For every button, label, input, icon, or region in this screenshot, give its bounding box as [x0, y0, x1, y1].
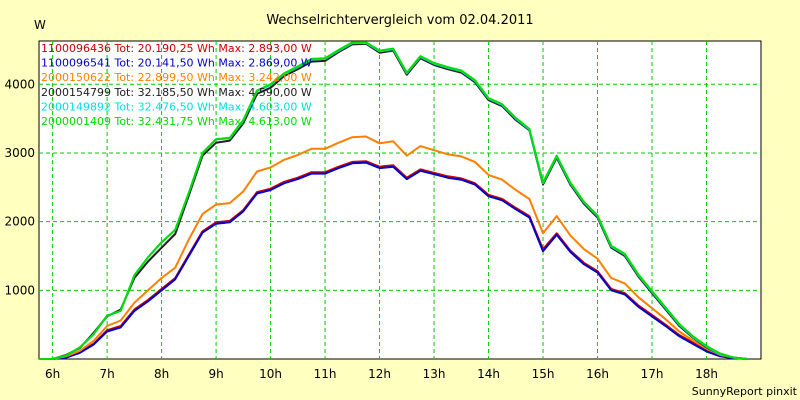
legend: 1100096436 Tot: 20.190,25 Wh Max: 2.893,… [41, 42, 312, 128]
x-tick-label-1: 7h [99, 367, 114, 381]
chart-title: Wechselrichtervergleich vom 02.04.2011 [266, 13, 533, 28]
legend-entry-2000154799: 2000154799 Tot: 32.185,50 Wh Max: 4.590,… [41, 86, 312, 99]
series-line-1100096541 [39, 161, 748, 360]
x-tick-label-5: 11h [314, 367, 337, 381]
series-line-2000150622 [39, 135, 748, 360]
x-tick-label-10: 16h [586, 367, 609, 381]
series-lines [39, 41, 748, 360]
legend-entry-1100096436: 1100096436 Tot: 20.190,25 Wh Max: 2.893,… [41, 42, 312, 55]
x-tick-label-8: 14h [477, 367, 500, 381]
legend-entry-1100096541: 1100096541 Tot: 20.141,50 Wh Max: 2.869,… [41, 57, 312, 70]
x-tick-label-3: 9h [208, 367, 223, 381]
y-tick-label-3: 4000 [4, 77, 35, 91]
x-tick-label-2: 8h [154, 367, 169, 381]
x-tick-label-6: 12h [368, 367, 391, 381]
series-line-2000001409 [39, 41, 748, 360]
y-axis-ticks: 1000 2000 3000 4000 [4, 77, 35, 297]
footer-credit: SunnyReport pinxit [692, 385, 798, 398]
x-tick-label-11: 17h [641, 367, 664, 381]
y-tick-label-2: 3000 [4, 146, 35, 160]
legend-entry-2000150622: 2000150622 Tot: 22.899,50 Wh Max: 3.242,… [41, 71, 312, 84]
y-tick-label-1: 2000 [4, 215, 35, 229]
legend-entry-2000149892: 2000149892 Tot: 32.476,50 Wh Max: 4.603,… [41, 100, 312, 113]
x-axis-ticks: 6h 7h 8h 9h 10h 11h 12h 13h 14h 15h 16h 17h 18h [45, 367, 718, 381]
x-tick-label-12: 18h [695, 367, 718, 381]
legend-entry-2000001409: 2000001409 Tot: 32.431,75 Wh Max: 4.613,… [41, 115, 312, 128]
x-tick-label-4: 10h [259, 367, 282, 381]
x-tick-label-7: 13h [423, 367, 446, 381]
x-tick-label-0: 6h [45, 367, 60, 381]
y-axis-label: W [34, 18, 46, 32]
y-tick-label-0: 1000 [4, 283, 35, 297]
x-tick-label-9: 15h [532, 367, 555, 381]
